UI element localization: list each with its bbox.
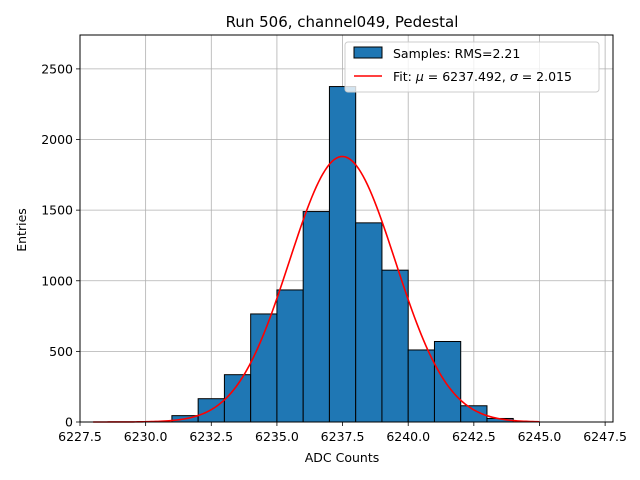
x-tick-label: 6247.5 [583,429,627,444]
plot-frame [79,34,614,423]
y-tick-label: 500 [49,344,73,359]
x-tick-label: 6242.5 [452,429,496,444]
histogram-bar [276,289,304,423]
legend-fit-sigma-symbol: σ [510,69,519,84]
x-axis-title: ADC Counts [305,450,380,465]
x-tick-label: 6232.5 [189,429,233,444]
legend-fit-prefix: Fit: [393,69,416,84]
fit-curve-layer [93,155,540,423]
legend-samples-swatch [353,46,383,59]
histogram-bars [171,86,514,423]
gaussian-fit-curve [93,155,540,423]
legend-frame [344,41,600,93]
y-tick-label: 1000 [41,273,73,288]
histogram-bar [223,374,252,423]
legend-samples-label: Samples: RMS=2.21 [393,46,520,61]
legend: Samples: RMS=2.21 Fit: μ = 6237.492, σ =… [344,41,600,93]
y-axis-ticks: 0 500 1000 1500 2000 2500 [41,61,80,430]
chart-title: Run 506, channel049, Pedestal [226,13,459,31]
x-tick-label: 6240.0 [386,429,430,444]
legend-fit-sigma-value: = 2.015 [518,69,572,84]
x-tick-label: 6237.5 [321,429,365,444]
histogram-bar [355,222,383,423]
histogram-bar [407,349,435,423]
x-axis-ticks: 6227.5 6230.0 6232.5 6235.0 6237.5 6240.0 6242… [58,422,627,444]
histogram-bar [328,86,357,423]
histogram-bar [433,340,462,423]
legend-fit-mu-value: = 6237.492, [424,69,510,84]
histogram-bar [250,313,278,423]
legend-fit-label: Fit: μ = 6237.492, σ = 2.015 [393,69,572,84]
histogram-bar [381,269,409,423]
histogram-bar [302,211,330,423]
y-tick-label: 0 [65,415,73,430]
x-tick-label: 6227.5 [58,429,102,444]
y-axis-title: Entries [14,208,29,252]
legend-fit-mu-symbol: μ [415,69,424,84]
y-tick-label: 1500 [41,203,73,218]
x-tick-label: 6235.0 [255,429,299,444]
x-tick-label: 6230.0 [124,429,168,444]
y-tick-label: 2000 [41,132,73,147]
x-tick-label: 6245.0 [518,429,562,444]
y-tick-label: 2500 [41,61,73,76]
